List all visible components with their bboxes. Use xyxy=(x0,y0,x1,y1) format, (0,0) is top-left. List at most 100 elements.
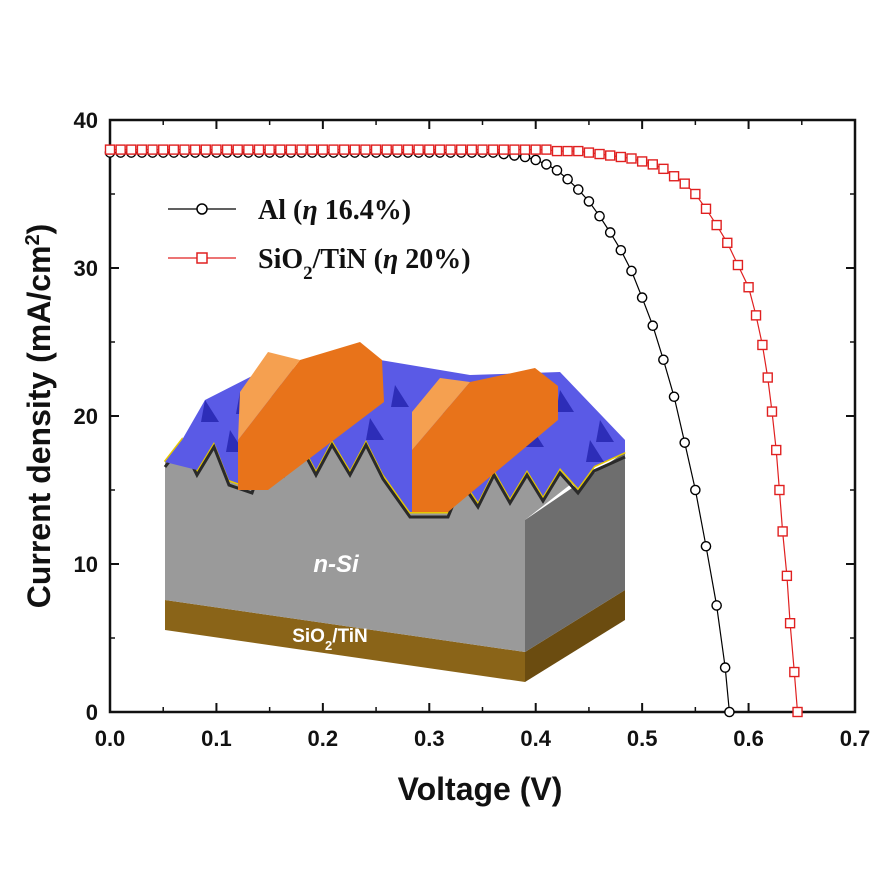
data-point xyxy=(381,144,392,155)
y-tick-label: 40 xyxy=(74,108,98,133)
data-point xyxy=(658,163,669,175)
data-point xyxy=(732,259,744,271)
data-point xyxy=(573,145,584,157)
data-point xyxy=(700,540,712,552)
x-tick-label: 0.0 xyxy=(95,726,126,751)
data-point xyxy=(541,144,552,155)
data-point xyxy=(434,144,446,155)
data-point xyxy=(264,144,275,155)
data-point xyxy=(636,156,648,167)
data-point xyxy=(771,444,782,456)
data-point xyxy=(519,144,531,155)
data-point xyxy=(456,144,467,155)
data-point xyxy=(719,662,731,673)
pyramid-facet xyxy=(586,440,604,462)
data-point xyxy=(722,237,733,249)
x-axis-title: Voltage (V) xyxy=(398,771,563,807)
x-tick-label: 0.2 xyxy=(308,726,339,751)
data-point xyxy=(636,292,648,303)
front-contact-left xyxy=(238,342,384,490)
data-point xyxy=(477,144,488,155)
bulk-label: n-Si xyxy=(313,551,360,578)
data-point xyxy=(647,320,659,332)
y-axis-title: Current density (mA/cm2) xyxy=(21,224,57,609)
data-point xyxy=(750,310,762,321)
data-point xyxy=(700,203,712,215)
data-point xyxy=(541,159,552,170)
data-point xyxy=(285,144,297,155)
data-point xyxy=(168,144,180,155)
data-point xyxy=(307,144,318,155)
data-point xyxy=(136,144,148,155)
data-point xyxy=(594,210,605,222)
data-point xyxy=(221,144,233,155)
data-point xyxy=(530,154,542,166)
data-point xyxy=(530,144,541,155)
pyramid-facet xyxy=(391,385,409,407)
silicon-bulk-front xyxy=(165,440,594,652)
data-point xyxy=(626,265,637,277)
data-point xyxy=(189,144,201,155)
data-point xyxy=(605,150,616,161)
x-tick-label: 0.5 xyxy=(627,726,658,751)
back-layer-front xyxy=(165,600,525,682)
data-point xyxy=(615,151,627,163)
data-point xyxy=(551,145,563,157)
data-point xyxy=(615,244,627,256)
data-point xyxy=(724,706,735,718)
data-point xyxy=(679,178,690,189)
data-point xyxy=(757,339,768,351)
axis-ticks: 0.0 0.1 0.2 0.3 0.4 0.5 0.6 0.7 0 10 20 30 40 xyxy=(74,108,871,751)
data-point xyxy=(370,144,382,155)
data-point xyxy=(583,196,595,207)
x-tick-label: 0.1 xyxy=(201,726,232,751)
data-point xyxy=(792,706,803,718)
data-point xyxy=(626,153,637,164)
data-point xyxy=(604,227,616,238)
data-point xyxy=(211,144,222,155)
data-point xyxy=(711,600,722,611)
data-point xyxy=(658,354,669,366)
data-point xyxy=(328,144,339,155)
data-point xyxy=(784,618,796,629)
back-layer-side xyxy=(525,590,625,682)
x-tick-label: 0.4 xyxy=(520,726,551,751)
data-point xyxy=(487,144,499,155)
x-tick-label: 0.3 xyxy=(414,726,445,751)
data-point xyxy=(774,484,785,496)
data-point xyxy=(562,173,573,185)
data-point xyxy=(445,144,456,155)
y-tick-label: 10 xyxy=(74,552,98,577)
pyramid-facet xyxy=(366,418,384,440)
front-contact-left-top xyxy=(238,352,300,440)
data-point xyxy=(296,144,307,155)
data-point xyxy=(551,165,563,176)
data-point xyxy=(690,188,701,200)
data-point xyxy=(243,144,254,155)
data-point xyxy=(668,391,680,403)
data-point xyxy=(690,484,701,496)
silicon-bulk-side xyxy=(525,452,625,652)
data-point xyxy=(253,144,265,155)
data-point xyxy=(562,145,573,157)
data-point xyxy=(572,184,584,195)
data-point xyxy=(126,144,137,155)
data-point xyxy=(777,526,788,537)
data-point xyxy=(679,437,691,448)
data-point xyxy=(583,147,595,158)
data-point xyxy=(179,144,190,155)
data-point xyxy=(338,144,350,155)
data-point xyxy=(668,171,680,182)
data-point xyxy=(275,144,286,155)
data-point xyxy=(360,144,371,155)
series-sio2-tin xyxy=(104,144,803,718)
data-point xyxy=(392,144,403,155)
data-point xyxy=(509,144,520,155)
data-series xyxy=(104,144,803,718)
dark-layer xyxy=(163,441,626,519)
data-point xyxy=(789,666,800,678)
data-point xyxy=(743,282,754,293)
data-point xyxy=(317,144,329,155)
back-layer-label: SiO2/TiN xyxy=(292,626,368,653)
